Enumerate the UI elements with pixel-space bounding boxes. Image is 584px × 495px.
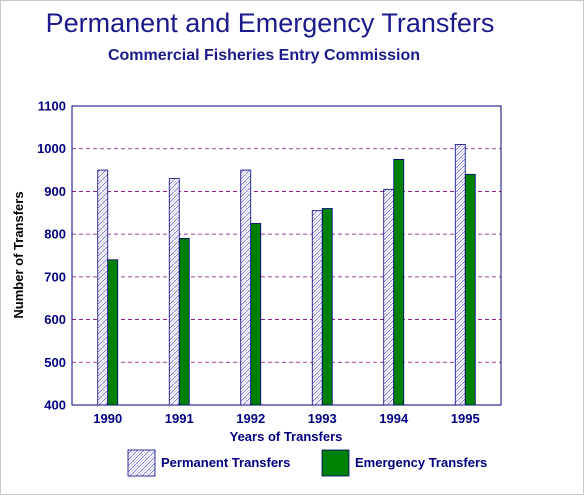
chart-subtitle: Commercial Fisheries Entry Commission (107, 47, 421, 64)
bar-permanent (240, 169, 252, 406)
legend-swatch (321, 449, 350, 477)
bar-emergency (107, 259, 119, 406)
bar-emergency (178, 238, 190, 406)
chart-title: Permanent and Emergency Transfers (45, 8, 495, 38)
x-tick-label: 1990 (93, 411, 122, 426)
x-tick-label: 1995 (451, 411, 480, 426)
y-tick-label: 1100 (38, 99, 66, 114)
y-tick-label: 1000 (37, 141, 66, 156)
bar-permanent (311, 210, 323, 406)
bar-permanent (454, 144, 466, 406)
y-axis-title: Number of Transfers (11, 191, 26, 318)
bar-emergency (250, 223, 262, 406)
bar-permanent (97, 169, 109, 406)
x-tick-label: 1993 (308, 411, 337, 426)
x-tick-label: 1991 (165, 411, 194, 426)
y-tick-label: 700 (44, 269, 66, 284)
bar-permanent (383, 188, 395, 406)
bar-emergency (464, 173, 476, 406)
bar-emergency (393, 158, 405, 406)
plot-area (71, 105, 502, 406)
x-axis: 1990 1991 1992 1993 1994 1995 (93, 411, 479, 426)
x-tick-label: 1994 (379, 411, 409, 426)
legend: Permanent Transfers Emergency Transfers (127, 449, 487, 477)
legend-label: Emergency Transfers (355, 455, 487, 470)
bars (97, 144, 476, 406)
bar-permanent (168, 178, 180, 406)
legend-label: Permanent Transfers (161, 455, 290, 470)
y-tick-label: 600 (44, 312, 66, 327)
bar-emergency (321, 208, 333, 406)
x-tick-label: 1992 (236, 411, 265, 426)
y-tick-label: 900 (44, 184, 66, 199)
y-axis: 400 500 600 700 800 900 1000 1100 (37, 99, 66, 413)
y-tick-label: 400 (44, 398, 66, 413)
x-axis-title: Years of Transfers (230, 429, 343, 444)
gridlines (72, 148, 501, 363)
y-tick-label: 500 (44, 355, 66, 370)
y-tick-label: 800 (44, 227, 66, 242)
legend-swatch (127, 449, 156, 477)
